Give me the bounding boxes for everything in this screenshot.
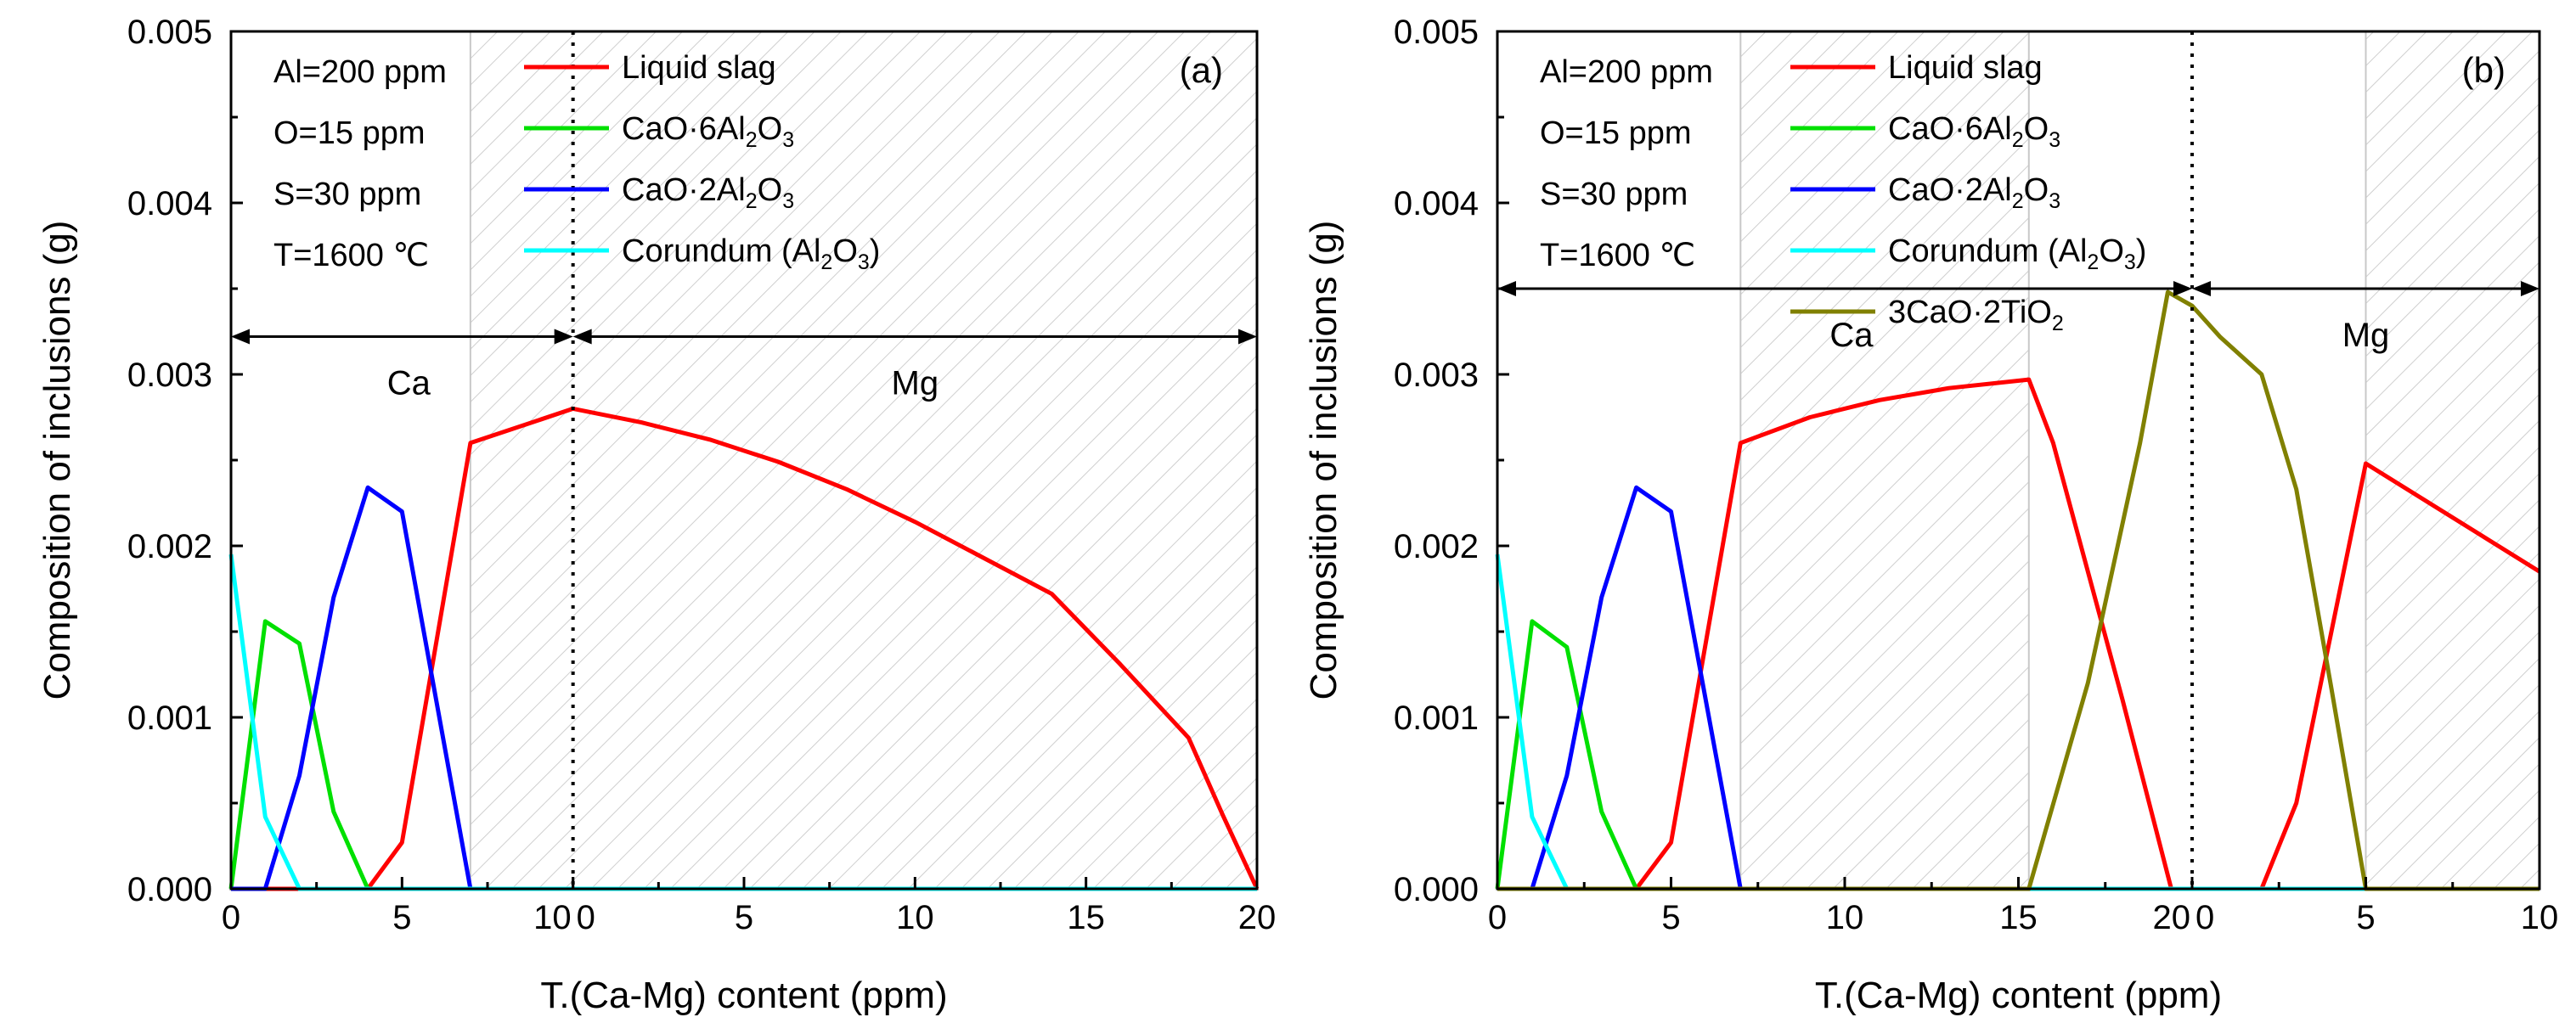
y-tick-label: 0.000 xyxy=(1394,871,1479,908)
x-tick-label: 10 xyxy=(533,899,572,936)
y-tick-label: 0.001 xyxy=(1394,700,1479,737)
x-tick-label: 5 xyxy=(735,899,753,936)
hatched-region xyxy=(2365,31,2539,889)
condition-text: Al=200 ppm xyxy=(273,54,447,90)
ca-region-label: Ca xyxy=(387,365,431,402)
legend-entry: Corundum (Al2O3) xyxy=(622,233,880,274)
y-tick-label: 0.004 xyxy=(127,185,212,222)
legend-entry: CaO·6Al2O3 xyxy=(622,111,794,152)
panel-label: (a) xyxy=(1180,50,1223,90)
mg-region-arrow-right-head xyxy=(1238,329,1257,345)
y-tick-label: 0.001 xyxy=(127,700,212,737)
x-tick-label: 5 xyxy=(2356,899,2375,936)
mg-region-label: Mg xyxy=(892,365,939,402)
y-tick-label: 0.004 xyxy=(1394,185,1479,222)
x-tick-label: 5 xyxy=(392,899,411,936)
legend-entry: CaO·2Al2O3 xyxy=(622,172,794,213)
mg-region-label: Mg xyxy=(2342,317,2390,354)
y-axis-label: Composition of inclusions (g) xyxy=(1303,221,1344,700)
series-line-cao-2al2o3 xyxy=(231,485,1257,891)
condition-text: Al=200 ppm xyxy=(1540,54,1713,90)
series-line-liquid-slag xyxy=(231,406,1260,891)
ca-region-label: Ca xyxy=(1829,317,1874,354)
x-axis-label: T.(Ca-Mg) content (ppm) xyxy=(540,975,947,1016)
condition-text: S=30 ppm xyxy=(273,177,421,212)
ca-region-arrow-left-head xyxy=(231,329,250,345)
hatched-region xyxy=(1740,31,2029,889)
ca-region-arrow-right-head xyxy=(2173,281,2192,296)
mg-region-arrow-right-head xyxy=(2521,281,2539,296)
condition-text: T=1600 ℃ xyxy=(273,238,429,273)
x-tick-label: 0 xyxy=(2196,899,2214,936)
legend-entry: Liquid slag xyxy=(1888,50,2043,86)
condition-text: S=30 ppm xyxy=(1540,177,1688,212)
hatched-region xyxy=(470,31,1257,889)
legend-entry: CaO·6Al2O3 xyxy=(1888,111,2060,152)
y-tick-label: 0.005 xyxy=(1394,14,1479,51)
mg-region-arrow-left-head xyxy=(2192,281,2211,296)
mg-region-arrow-left-head xyxy=(572,329,592,345)
y-tick-label: 0.005 xyxy=(127,14,212,51)
x-tick-label: 0 xyxy=(1488,899,1507,936)
x-tick-label: 0 xyxy=(222,899,240,936)
panel-label: (b) xyxy=(2462,50,2506,90)
y-tick-label: 0.000 xyxy=(127,871,212,908)
x-tick-label: 10 xyxy=(2521,899,2559,936)
y-axis-label: Composition of inclusions (g) xyxy=(37,221,78,700)
x-tick-label: 5 xyxy=(1661,899,1680,936)
y-tick-label: 0.003 xyxy=(1394,357,1479,394)
x-tick-label: 10 xyxy=(896,899,934,936)
condition-text: T=1600 ℃ xyxy=(1540,238,1695,273)
y-tick-label: 0.002 xyxy=(1394,528,1479,565)
legend-entry: 3CaO·2TiO2 xyxy=(1888,295,2064,335)
series-line-cao-2al2o3 xyxy=(1497,485,2539,891)
condition-text: O=15 ppm xyxy=(1540,115,1692,151)
x-tick-label: 20 xyxy=(1238,899,1277,936)
x-tick-label: 15 xyxy=(1999,899,2038,936)
x-tick-label: 0 xyxy=(577,899,595,936)
legend-entry: Corundum (Al2O3) xyxy=(1888,233,2146,274)
y-tick-label: 0.002 xyxy=(127,528,212,565)
condition-text: O=15 ppm xyxy=(273,115,426,151)
legend-entry: Liquid slag xyxy=(622,50,776,86)
x-axis-label: T.(Ca-Mg) content (ppm) xyxy=(1815,975,2222,1016)
series-line-3cao-2tio2 xyxy=(1497,289,2539,891)
ca-region-arrow-left-head xyxy=(1497,281,1516,296)
series-line-liquid-slag xyxy=(1497,377,2541,891)
x-tick-label: 10 xyxy=(1826,899,1864,936)
x-tick-label: 15 xyxy=(1067,899,1105,936)
panel-b: Ca Mg 0.000 0.001 0.002 0.003 0.004 0.005 0 5 10 15… xyxy=(1303,14,2558,1016)
ca-region-arrow-right-head xyxy=(554,329,573,345)
x-tick-label: 20 xyxy=(2153,899,2191,936)
legend-entry: CaO·2Al2O3 xyxy=(1888,172,2060,213)
y-tick-label: 0.003 xyxy=(127,357,212,394)
